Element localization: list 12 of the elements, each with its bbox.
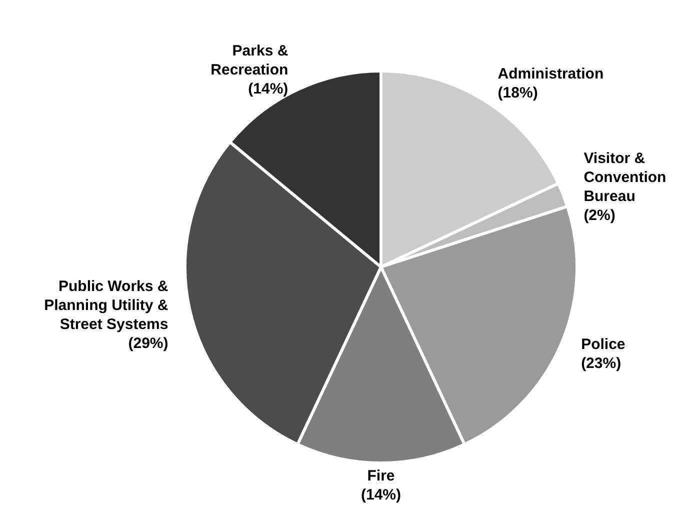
slice-label: Police — [581, 336, 626, 354]
data-label: (14%) — [360, 486, 402, 504]
slice-label: Parks & Recreation — [210, 42, 288, 79]
slice-label: Fire — [367, 468, 395, 484]
slice-label: Administration — [498, 65, 604, 82]
slice-label: Visitor & Convention Bureau — [584, 150, 666, 206]
slice-label: Public Works & Planning Utility & Street Systems — [44, 278, 168, 334]
data-label: (23%) — [581, 355, 622, 372]
data-label: (2%) — [584, 207, 616, 224]
data-label: (18%) — [498, 84, 538, 102]
data-label: (29%) — [128, 335, 168, 352]
data-label: (14%) — [248, 80, 288, 98]
